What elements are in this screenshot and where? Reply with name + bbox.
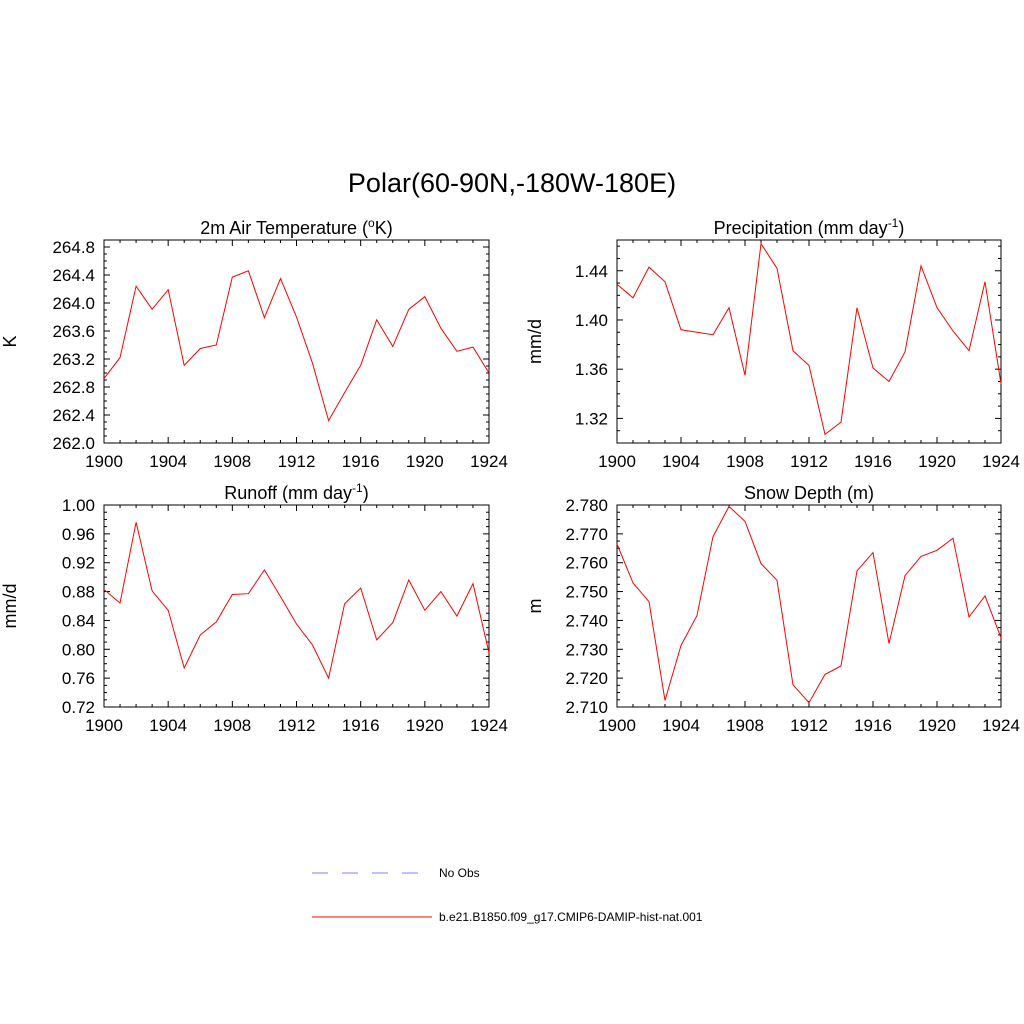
x-tick-label: 1920 xyxy=(406,452,444,471)
chart-panel-temperature: 1900 1904 1908 1912 1916 1920 1924 262.0 262.4 26… xyxy=(0,216,508,471)
y-tick-label: 2.740 xyxy=(565,611,608,630)
x-tick-label: 1920 xyxy=(918,452,956,471)
y-tick-label: 2.730 xyxy=(565,640,608,659)
plot-frame xyxy=(616,239,1002,444)
x-tick-label: 1916 xyxy=(342,716,380,735)
y-axis-label: mm/d xyxy=(0,584,20,629)
y-tick-label: 2.760 xyxy=(565,554,608,573)
y-tick-label: 0.72 xyxy=(62,698,95,717)
chart-panel-snow-depth: 1900 1904 1908 1912 1916 1920 1924 2.710 2.720 2.… xyxy=(525,483,1020,735)
x-tick-label: 1912 xyxy=(790,452,828,471)
panel-title: Precipitation (mm day-1) xyxy=(714,216,905,238)
plot-frame xyxy=(103,504,490,708)
x-tick-label: 1904 xyxy=(662,716,700,735)
y-tick-label: 0.92 xyxy=(62,554,95,573)
x-tick-label: 1924 xyxy=(982,452,1020,471)
series-line xyxy=(616,505,1002,704)
x-tick-label: 1908 xyxy=(726,716,764,735)
x-tick-label: 1904 xyxy=(662,452,700,471)
x-tick-label: 1916 xyxy=(342,452,380,471)
x-tick-label: 1916 xyxy=(854,452,892,471)
chart-panel-runoff: 1900 1904 1908 1912 1916 1920 1924 0.72 0.76 0.80… xyxy=(0,481,508,735)
x-tick-label: 1908 xyxy=(213,716,251,735)
x-tick-label: 1924 xyxy=(470,716,508,735)
y-tick-label: 2.770 xyxy=(565,525,608,544)
x-tick-label: 1924 xyxy=(982,716,1020,735)
y-tick-label: 264.0 xyxy=(52,294,95,313)
y-axis-label: m xyxy=(525,599,545,614)
x-tick-label: 1924 xyxy=(470,452,508,471)
x-tick-label: 1920 xyxy=(406,716,444,735)
x-tick-label: 1904 xyxy=(149,716,187,735)
x-tick-label: 1908 xyxy=(726,452,764,471)
series-line xyxy=(103,270,490,422)
page-title: Polar(60-90N,-180W-180E) xyxy=(347,168,677,198)
x-tick-label: 1900 xyxy=(598,716,636,735)
y-tick-label: 2.750 xyxy=(565,583,608,602)
y-tick-label: 0.84 xyxy=(62,611,95,630)
y-tick-label: 0.76 xyxy=(62,669,95,688)
series-line xyxy=(103,522,490,680)
x-tick-label: 1912 xyxy=(278,452,316,471)
y-tick-label: 263.2 xyxy=(52,350,95,369)
y-tick-label: 263.6 xyxy=(52,322,95,341)
x-tick-label: 1904 xyxy=(149,452,187,471)
y-axis-label: mm/d xyxy=(525,319,545,364)
x-tick-label: 1908 xyxy=(213,452,251,471)
plot-frame xyxy=(103,239,490,444)
y-tick-label: 0.80 xyxy=(62,640,95,659)
x-tick-label: 1916 xyxy=(854,716,892,735)
y-tick-label: 262.0 xyxy=(52,434,95,453)
y-tick-label: 1.36 xyxy=(575,360,608,379)
panel-title: 2m Air Temperature (oK) xyxy=(200,216,392,238)
y-tick-label: 1.32 xyxy=(575,409,608,428)
y-tick-label: 0.96 xyxy=(62,525,95,544)
x-tick-label: 1920 xyxy=(918,716,956,735)
x-tick-label: 1900 xyxy=(85,716,123,735)
y-tick-label: 2.710 xyxy=(565,698,608,717)
y-tick-label: 264.4 xyxy=(52,266,95,285)
x-tick-label: 1900 xyxy=(598,452,636,471)
series-line xyxy=(616,242,1002,436)
chart-panel-precipitation: 1900 1904 1908 1912 1916 1920 1924 1.32 1.36 1.40… xyxy=(525,216,1020,471)
y-tick-label: 1.44 xyxy=(575,262,608,281)
y-tick-label: 262.4 xyxy=(52,406,95,425)
y-tick-label: 264.8 xyxy=(52,238,95,257)
y-tick-label: 262.8 xyxy=(52,378,95,397)
x-tick-label: 1912 xyxy=(790,716,828,735)
x-tick-label: 1912 xyxy=(278,716,316,735)
panel-title: Snow Depth (m) xyxy=(744,483,874,503)
y-tick-label: 0.88 xyxy=(62,583,95,602)
y-tick-label: 1.00 xyxy=(62,496,95,515)
x-tick-label: 1900 xyxy=(85,452,123,471)
y-tick-label: 1.40 xyxy=(575,311,608,330)
y-axis-label: K xyxy=(0,335,20,347)
plot-frame xyxy=(616,504,1002,708)
y-tick-label: 2.780 xyxy=(565,496,608,515)
panel-title: Runoff (mm day-1) xyxy=(224,481,368,503)
y-tick-label: 2.720 xyxy=(565,669,608,688)
